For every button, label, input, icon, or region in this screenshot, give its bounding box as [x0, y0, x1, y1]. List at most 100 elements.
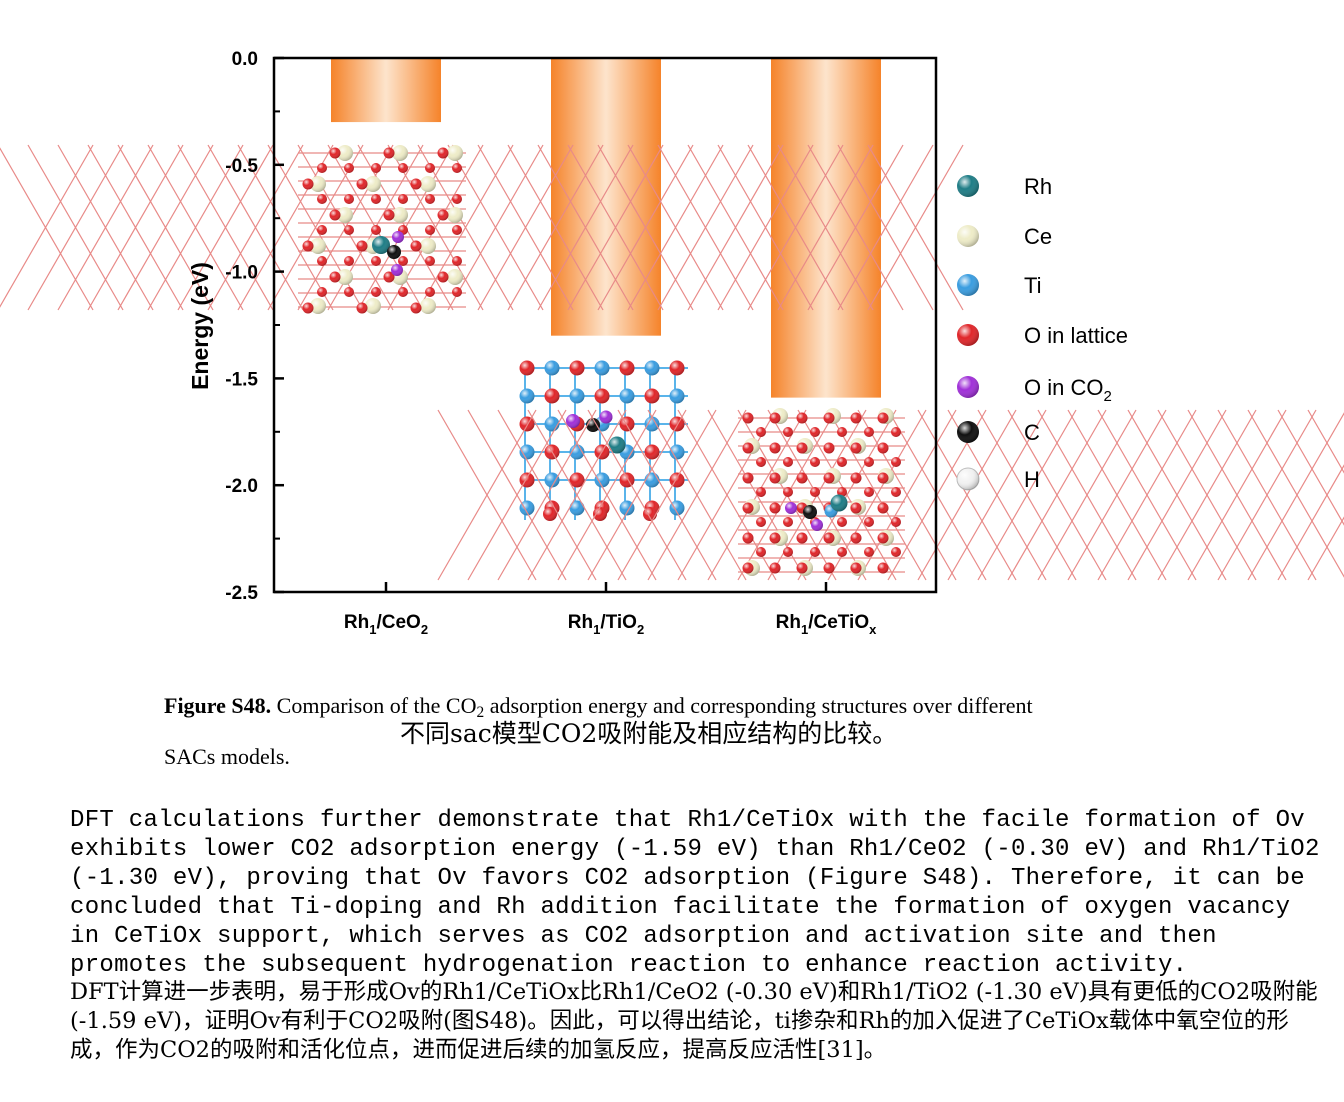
o-atom-shade — [756, 517, 766, 527]
bond — [807, 144, 904, 311]
bond — [1007, 409, 1107, 581]
ti-atom-shade — [644, 416, 660, 432]
bond — [507, 144, 604, 311]
o-atom-shade — [837, 457, 847, 467]
legend-label-3: Ti — [1024, 273, 1042, 298]
o-atom-shade — [877, 472, 889, 484]
o-atom-shade — [452, 163, 462, 173]
o-atom-shade — [823, 532, 835, 544]
o-atom-shade — [543, 507, 557, 521]
o-atom-shade — [837, 487, 847, 497]
rh-atom-shade — [608, 436, 626, 454]
o-atom-shade — [669, 360, 685, 376]
o-atom-shade — [823, 442, 835, 454]
o-atom-shade — [329, 147, 341, 159]
bond — [87, 144, 184, 311]
o-atom-shade — [398, 256, 408, 266]
bond — [557, 409, 657, 581]
o-atom-shade — [371, 287, 381, 297]
o-atom-shade — [302, 302, 314, 314]
o-atom-shade — [544, 388, 560, 404]
o-atom-shade — [383, 147, 395, 159]
bond — [617, 409, 717, 581]
ti-atom-shade — [594, 472, 610, 488]
bar-2 — [551, 58, 661, 336]
o-atom-shade — [317, 256, 327, 266]
body-paragraph-chinese: DFT计算进一步表明，易于形成Ov的Rh1/CeTiOx比Rh1/CeO2 (-… — [70, 979, 1318, 1063]
bond — [117, 144, 214, 311]
o-atom-shade — [619, 416, 635, 432]
o-atom-shade — [302, 178, 314, 190]
o-atom-shade — [302, 240, 314, 252]
legend-marker-shade — [957, 175, 979, 197]
o-atom-shade — [356, 178, 368, 190]
o-atom-shade — [796, 562, 808, 574]
ce-atom-shade — [365, 298, 381, 314]
o-atom-shade — [344, 287, 354, 297]
o-atom-shade — [810, 487, 820, 497]
o-atom-shade — [769, 412, 781, 424]
o-atom-shade — [317, 163, 327, 173]
o-atom-shade — [329, 209, 341, 221]
o-atom-shade — [877, 442, 889, 454]
o-atom-shade — [519, 472, 535, 488]
ce-atom-shade — [310, 176, 326, 192]
o-atom-shade — [619, 472, 635, 488]
caption-text-sub: 2 — [476, 703, 485, 721]
o-atom-shade — [344, 194, 354, 204]
o-atom-shade — [756, 427, 766, 437]
o-atom-shade — [742, 412, 754, 424]
bond — [527, 409, 627, 581]
legend-label-2: Ce — [1024, 224, 1052, 249]
o-atom-shade — [783, 427, 793, 437]
o-atom-shade — [742, 532, 754, 544]
legend-label-5: O in CO2 — [1024, 375, 1112, 405]
ti-atom-shade — [644, 360, 660, 376]
o-atom-shade — [644, 388, 660, 404]
o-atom-shade — [398, 163, 408, 173]
rh-atom-shade — [372, 236, 390, 254]
structure-rh1-cetiox — [437, 408, 1344, 581]
bond — [417, 144, 514, 311]
o-atom-shade — [593, 507, 607, 521]
ti-atom-shade — [569, 444, 585, 460]
caption-line-1: Figure S48. Comparison of the CO2 adsorp… — [164, 684, 1204, 735]
o-atom-shade — [891, 517, 901, 527]
bond — [1157, 409, 1257, 581]
o-atom-shade — [837, 547, 847, 557]
y-axis-label: Energy (eV) — [187, 262, 213, 390]
o-atom-shade — [796, 412, 808, 424]
o-atom-shade — [796, 442, 808, 454]
bond — [627, 144, 724, 311]
o-atom-shade — [317, 287, 327, 297]
c-atom-shade — [803, 505, 817, 519]
o-atom-shade — [398, 287, 408, 297]
ce-atom-shade — [392, 145, 408, 161]
o-atom-shade — [891, 457, 901, 467]
bond — [687, 144, 784, 311]
o-atom-shade — [383, 209, 395, 221]
bond — [747, 144, 844, 311]
o-atom-shade — [877, 532, 889, 544]
caption-text-b: adsorption energy and corresponding stru… — [484, 693, 1033, 718]
o-atom-shade — [356, 240, 368, 252]
o-atom-shade — [742, 472, 754, 484]
o-atom-shade — [356, 302, 368, 314]
o-atom-shade — [877, 412, 889, 424]
bond — [1307, 516, 1344, 581]
o-atom-shade — [371, 225, 381, 235]
o-atom-shade — [769, 502, 781, 514]
ti-atom-shade — [569, 388, 585, 404]
legend-label-6: C — [1024, 420, 1040, 445]
bond — [777, 144, 874, 311]
o-atom-shade — [437, 147, 449, 159]
bond — [1097, 409, 1197, 581]
bond — [57, 144, 154, 311]
legend-marker-shade — [957, 421, 979, 443]
o-atom-shade — [644, 444, 660, 460]
o-atom-shade — [437, 209, 449, 221]
legend-label-7: H — [1024, 467, 1040, 492]
o-atom-shade — [796, 532, 808, 544]
o-atom-shade — [344, 163, 354, 173]
o-co2-atom-shade — [392, 231, 404, 243]
